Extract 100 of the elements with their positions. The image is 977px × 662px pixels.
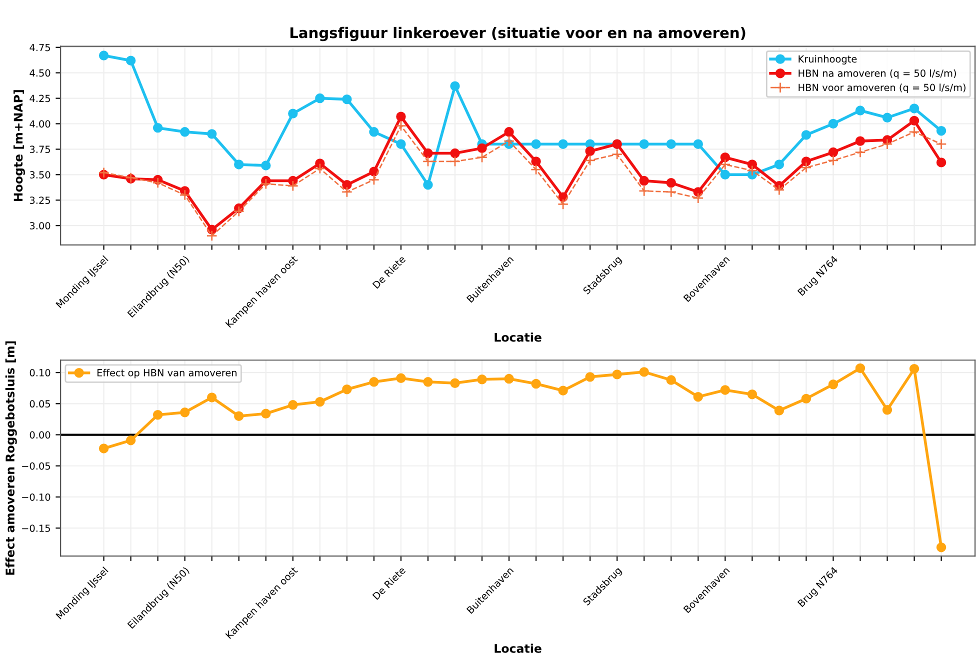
y-tick-label: 4.25 <box>30 94 50 102</box>
y-tick-label: 0.00 <box>30 431 50 439</box>
point <box>369 127 379 137</box>
point <box>126 56 136 66</box>
point <box>287 180 298 192</box>
point <box>395 120 407 132</box>
point <box>693 392 703 402</box>
legend-label: Effect op HBN van amoveren <box>98 368 236 378</box>
y-axis-title: Effect amoveren Roggebotsluis [m] <box>5 341 17 575</box>
point <box>639 367 649 377</box>
point <box>936 138 947 150</box>
point <box>639 176 649 186</box>
point <box>558 386 568 396</box>
point <box>315 396 325 407</box>
point <box>450 148 460 158</box>
point <box>720 385 730 395</box>
point <box>612 148 623 160</box>
y-tick-label: 3.00 <box>30 222 50 230</box>
point <box>800 162 812 174</box>
point <box>503 136 515 147</box>
point <box>450 378 460 388</box>
point <box>882 405 892 415</box>
point <box>909 364 920 374</box>
point <box>342 384 352 394</box>
point <box>449 156 461 167</box>
point <box>909 104 920 114</box>
point <box>368 174 380 186</box>
point <box>692 192 704 204</box>
point <box>342 94 352 104</box>
legend-label: HBN na amoveren (q = 50 l/s/m) <box>798 69 956 79</box>
point <box>908 126 920 138</box>
point <box>341 186 352 198</box>
point <box>423 180 433 190</box>
point <box>747 389 758 400</box>
y-tick-label: −0.15 <box>22 524 50 532</box>
point <box>855 106 866 116</box>
point <box>180 127 190 137</box>
point <box>396 112 406 122</box>
point <box>746 165 758 176</box>
point <box>180 408 190 418</box>
point <box>288 108 298 118</box>
point <box>476 152 488 163</box>
point <box>828 380 838 390</box>
x-axis-title: Locatie <box>494 644 542 653</box>
point <box>396 139 406 149</box>
point <box>801 394 812 404</box>
point <box>531 156 541 166</box>
point <box>828 147 838 158</box>
point <box>639 139 649 149</box>
point <box>422 156 434 167</box>
point <box>314 163 326 174</box>
point <box>396 373 406 384</box>
legend-label: Kruinhoogte <box>798 55 857 64</box>
x-axis-title: Locatie <box>494 332 542 342</box>
point <box>260 178 272 190</box>
point <box>531 378 541 389</box>
point <box>666 186 677 198</box>
point <box>369 377 379 387</box>
point <box>882 138 893 150</box>
point <box>854 146 866 158</box>
point <box>558 198 569 210</box>
y-tick-label: −0.05 <box>22 462 50 470</box>
point <box>504 127 514 137</box>
point <box>261 408 271 418</box>
point <box>666 178 676 188</box>
y-tick-label: 4.00 <box>30 120 50 128</box>
point <box>234 160 244 170</box>
point <box>638 185 650 197</box>
point <box>315 93 325 104</box>
y-tick-label: 0.10 <box>30 369 50 376</box>
point <box>936 158 946 168</box>
point <box>936 542 946 552</box>
point <box>179 189 190 201</box>
point <box>720 170 730 180</box>
legend-label: HBN voor amoveren (q = 50 l/s/m) <box>798 84 966 94</box>
point <box>261 160 271 170</box>
point <box>855 363 866 374</box>
point <box>152 177 164 188</box>
point <box>152 410 163 420</box>
point <box>801 156 812 166</box>
point <box>693 139 703 149</box>
point <box>342 180 352 190</box>
point <box>828 154 839 166</box>
point <box>585 146 595 156</box>
point <box>531 139 541 149</box>
point <box>909 116 920 126</box>
y-tick-label: 3.50 <box>30 171 50 178</box>
point <box>450 81 460 91</box>
point <box>936 126 946 136</box>
point <box>666 139 676 149</box>
point <box>801 130 812 140</box>
point <box>288 400 298 410</box>
point <box>234 411 244 421</box>
point <box>477 374 487 384</box>
point <box>152 122 163 133</box>
point <box>774 406 784 416</box>
point <box>233 206 244 217</box>
point <box>477 143 487 154</box>
point <box>585 372 595 382</box>
point <box>720 152 730 162</box>
